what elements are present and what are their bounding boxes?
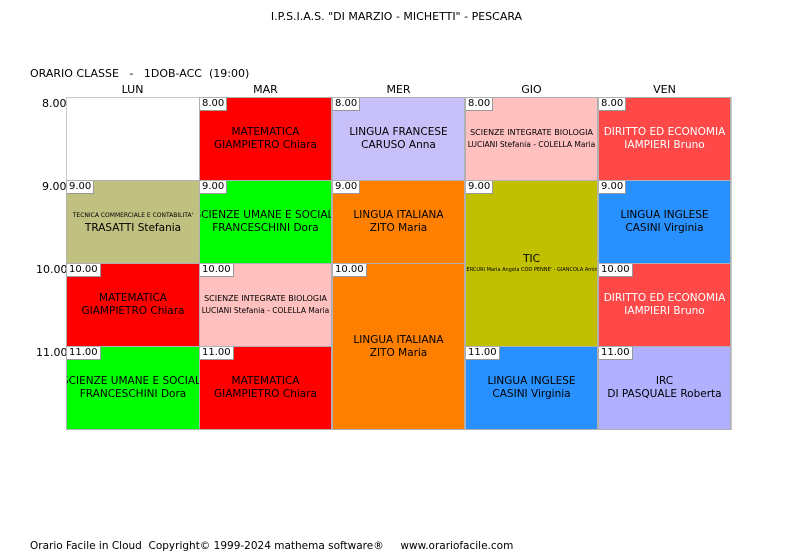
lesson-mer-10[interactable]: LINGUA ITALIANA ZITO Maria 10.00 bbox=[332, 263, 465, 430]
lesson-subject: DIRITTO ED ECONOMIA bbox=[603, 292, 726, 304]
lesson-subject: TECNICA COMMERCIALE E CONTABILITA' bbox=[72, 211, 194, 219]
class-title: ORARIO CLASSE - 1DOB-ACC (19:00) bbox=[30, 67, 250, 80]
lesson-subject: LINGUA INGLESE bbox=[620, 209, 709, 221]
time-label-9: 9.00 bbox=[42, 180, 67, 193]
time-label-8: 8.00 bbox=[42, 97, 67, 110]
lesson-subject: LINGUA INGLESE bbox=[487, 375, 576, 387]
lesson-lun-10[interactable]: MATEMATICA GIAMPIETRO Chiara 10.00 bbox=[66, 263, 200, 347]
day-header-thu: GIO bbox=[521, 83, 542, 96]
lesson-mer-8[interactable]: LINGUA FRANCESE CARUSO Anna 8.00 bbox=[332, 97, 465, 181]
lesson-time: 10.00 bbox=[200, 264, 234, 277]
lesson-ven-8[interactable]: DIRITTO ED ECONOMIA IAMPIERI Bruno 8.00 bbox=[598, 97, 731, 181]
lesson-time: 10.00 bbox=[599, 264, 633, 277]
lesson-time: 9.00 bbox=[466, 181, 494, 194]
lesson-gio-9[interactable]: TIC MERCURI Maria Angela COD PENNE' - GIA… bbox=[465, 180, 598, 347]
lesson-subject: MATEMATICA bbox=[231, 126, 300, 138]
lesson-mar-8[interactable]: MATEMATICA GIAMPIETRO Chiara 8.00 bbox=[199, 97, 332, 181]
lesson-teacher: FRANCESCHINI Dora bbox=[212, 222, 319, 234]
lesson-ven-11[interactable]: IRC DI PASQUALE Roberta 11.00 bbox=[598, 346, 731, 430]
lesson-lun-9[interactable]: TECNICA COMMERCIALE E CONTABILITA' TRASAT… bbox=[66, 180, 200, 264]
lesson-subject: TIC bbox=[523, 253, 540, 265]
lesson-teacher: TRASATTI Stefania bbox=[84, 221, 182, 234]
footer-copyright: Orario Facile in Cloud Copyright© 1999-2… bbox=[30, 540, 514, 552]
lesson-time: 9.00 bbox=[200, 181, 228, 194]
lesson-time: 9.00 bbox=[333, 181, 361, 194]
lesson-ven-9[interactable]: LINGUA INGLESE CASINI Virginia 9.00 bbox=[598, 180, 731, 264]
lesson-mar-9[interactable]: SCIENZE UMANE E SOCIALI FRANCESCHINI Dora… bbox=[199, 180, 332, 264]
lesson-teacher: ZITO Maria bbox=[369, 222, 428, 234]
lesson-time: 8.00 bbox=[466, 98, 494, 111]
school-title: I.P.S.I.A.S. "DI MARZIO - MICHETTI" - PE… bbox=[270, 10, 523, 23]
lesson-mar-10[interactable]: SCIENZE INTEGRATE BIOLOGIA LUCIANI Stefan… bbox=[199, 263, 332, 347]
lesson-teacher: GIAMPIETRO Chiara bbox=[214, 388, 317, 400]
lesson-subject: LINGUA ITALIANA bbox=[353, 333, 444, 346]
lesson-lun-11[interactable]: SCIENZE UMANE E SOCIALI FRANCESCHINI Dora… bbox=[66, 346, 200, 430]
lesson-teacher: GIAMPIETRO Chiara bbox=[214, 139, 317, 151]
lesson-subject: SCIENZE INTEGRATE BIOLOGIA bbox=[470, 128, 593, 137]
lesson-gio-11[interactable]: LINGUA INGLESE CASINI Virginia 11.00 bbox=[465, 346, 598, 430]
lesson-mer-9[interactable]: LINGUA ITALIANA ZITO Maria 9.00 bbox=[332, 180, 465, 264]
time-label-10: 10.00 bbox=[36, 263, 68, 276]
lesson-subject: IRC bbox=[655, 375, 674, 387]
lesson-time: 8.00 bbox=[599, 98, 627, 111]
lesson-time: 10.00 bbox=[333, 264, 367, 277]
lesson-teacher: DI PASQUALE Roberta bbox=[607, 388, 722, 400]
lesson-teacher: LUCIANI Stefania - COLELLA Maria bbox=[201, 306, 330, 315]
lesson-time: 11.00 bbox=[466, 347, 500, 360]
lesson-time: 8.00 bbox=[200, 98, 228, 111]
lesson-time: 11.00 bbox=[200, 347, 234, 360]
time-label-11: 11.00 bbox=[36, 346, 68, 359]
lesson-subject: SCIENZE UMANE E SOCIALI bbox=[66, 375, 200, 387]
lesson-teacher: IAMPIERI Bruno bbox=[624, 139, 705, 151]
lesson-teacher: IAMPIERI Bruno bbox=[624, 305, 705, 317]
lesson-time: 11.00 bbox=[67, 347, 101, 360]
lesson-time: 10.00 bbox=[67, 264, 101, 277]
lesson-gio-8[interactable]: SCIENZE INTEGRATE BIOLOGIA LUCIANI Stefan… bbox=[465, 97, 598, 181]
day-header-wed: MER bbox=[386, 83, 411, 96]
lesson-subject: SCIENZE INTEGRATE BIOLOGIA bbox=[204, 294, 327, 303]
lesson-subject: MATEMATICA bbox=[231, 375, 300, 387]
lesson-teacher: LUCIANI Stefania - COLELLA Maria bbox=[467, 140, 596, 149]
lesson-teacher: CASINI Virginia bbox=[625, 222, 704, 234]
lesson-time: 9.00 bbox=[67, 181, 95, 194]
lesson-teacher: CASINI Virginia bbox=[492, 388, 571, 400]
lesson-teacher: FRANCESCHINI Dora bbox=[79, 388, 187, 400]
lesson-time: 8.00 bbox=[333, 98, 361, 111]
lesson-ven-10[interactable]: DIRITTO ED ECONOMIA IAMPIERI Bruno 10.00 bbox=[598, 263, 731, 347]
day-header-fri: VEN bbox=[653, 83, 676, 96]
lesson-time: 11.00 bbox=[599, 347, 633, 360]
lesson-teacher: ZITO Maria bbox=[369, 346, 428, 359]
day-header-tue: MAR bbox=[253, 83, 278, 96]
lesson-teacher: MERCURI Maria Angela COD PENNE' - GIANCO… bbox=[465, 267, 598, 273]
lesson-teacher: GIAMPIETRO Chiara bbox=[81, 305, 185, 317]
lesson-subject: LINGUA ITALIANA bbox=[353, 209, 444, 221]
lesson-subject: DIRITTO ED ECONOMIA bbox=[603, 126, 726, 138]
lesson-time: 9.00 bbox=[599, 181, 627, 194]
day-header-mon: LUN bbox=[121, 83, 144, 96]
lesson-subject: SCIENZE UMANE E SOCIALI bbox=[199, 209, 332, 221]
lesson-subject: MATEMATICA bbox=[99, 292, 167, 304]
lesson-subject: LINGUA FRANCESE bbox=[349, 126, 448, 138]
lesson-teacher: CARUSO Anna bbox=[361, 139, 436, 151]
lesson-mar-11[interactable]: MATEMATICA GIAMPIETRO Chiara 11.00 bbox=[199, 346, 332, 430]
